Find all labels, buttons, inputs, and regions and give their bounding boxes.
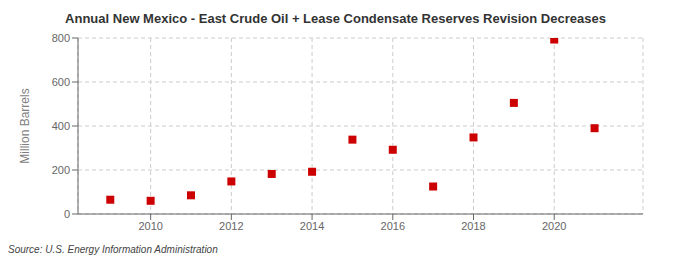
svg-text:400: 400 xyxy=(52,120,70,132)
svg-text:0: 0 xyxy=(64,208,70,220)
svg-text:2014: 2014 xyxy=(300,220,324,232)
html-text:Source: U.S. Energy Informatio: Source: U.S. Energy Information Administ… xyxy=(8,244,218,255)
svg-text:200: 200 xyxy=(52,164,70,176)
svg-text:2016: 2016 xyxy=(381,220,405,232)
html-text:Annual New Mexico - East Crude: Annual New Mexico - East Crude Oil + Lea… xyxy=(65,11,606,26)
svg-text:Million Barrels: Million Barrels xyxy=(18,88,32,163)
svg-text:2020: 2020 xyxy=(542,220,566,232)
svg-text:2018: 2018 xyxy=(461,220,485,232)
svg-text:2010: 2010 xyxy=(138,220,162,232)
svg-text:2012: 2012 xyxy=(219,220,243,232)
svg-text:800: 800 xyxy=(52,32,70,44)
svg-text:600: 600 xyxy=(52,76,70,88)
